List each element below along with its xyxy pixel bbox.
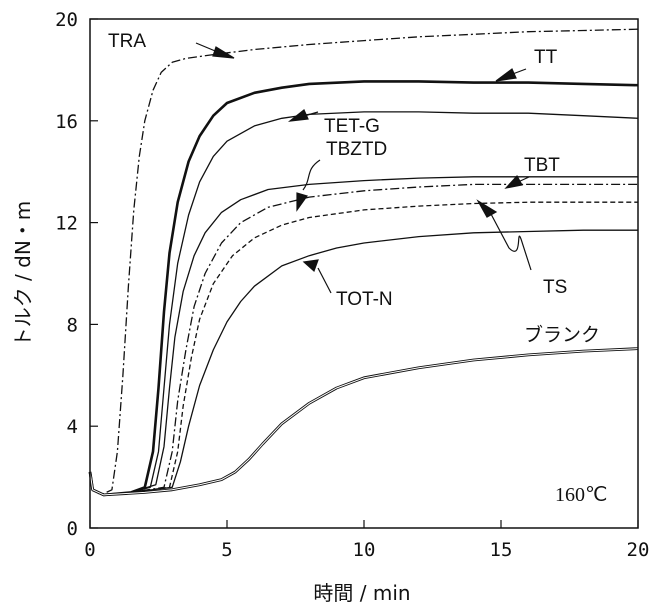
x-tick-label: 15 [490, 539, 513, 561]
x-tick-label: 0 [84, 539, 95, 561]
series-line-8 [88, 347, 639, 497]
series-line-4 [89, 176, 638, 496]
series-label-tbztd: TBZTD [326, 139, 387, 160]
x-axis-title: 時間 / min [313, 581, 410, 605]
ticks-layer: 0 5 10 15 20 0 4 8 12 16 20 [55, 9, 649, 561]
series-label-tot-n: TOT-N [336, 289, 393, 310]
series-label-blank: ブランク [524, 323, 600, 346]
y-tick-label: 0 [67, 518, 78, 540]
series-line-7 [89, 229, 638, 496]
arrow-tot-n [302, 259, 332, 294]
arrow-ts [476, 199, 532, 271]
y-tick-label: 20 [55, 9, 78, 31]
plot-area: 0 5 10 15 20 0 4 8 12 16 20 [55, 9, 649, 561]
arrow-tbztd [296, 159, 321, 212]
temperature-annotation: 160℃ [555, 484, 607, 506]
series-label-ts: TS [543, 277, 567, 298]
y-tick-label: 8 [67, 314, 78, 336]
arrow-tra [195, 42, 235, 59]
series-line-1 [89, 28, 639, 496]
series-line-8-inner [89, 348, 639, 496]
label-arrows [195, 42, 532, 294]
series-label-tet-g: TET-G [324, 116, 380, 137]
series-layer [88, 28, 639, 497]
y-tick-label: 12 [55, 213, 78, 235]
x-tick-label: 5 [221, 539, 232, 561]
x-tick-label: 20 [627, 539, 650, 561]
y-tick-label: 4 [67, 416, 78, 438]
x-tick-label: 10 [353, 539, 376, 561]
series-label-tt: TT [534, 47, 558, 68]
y-axis-title: トルク / dN・m [11, 201, 35, 348]
series-label-tbt: TBT [524, 155, 560, 176]
series-line-6 [89, 201, 638, 496]
arrow-tt [495, 68, 527, 82]
series-label-tra: TRA [108, 31, 146, 52]
arrow-tbt [504, 174, 530, 189]
arrow-tet-g [287, 109, 319, 122]
y-tick-label: 16 [55, 111, 78, 133]
